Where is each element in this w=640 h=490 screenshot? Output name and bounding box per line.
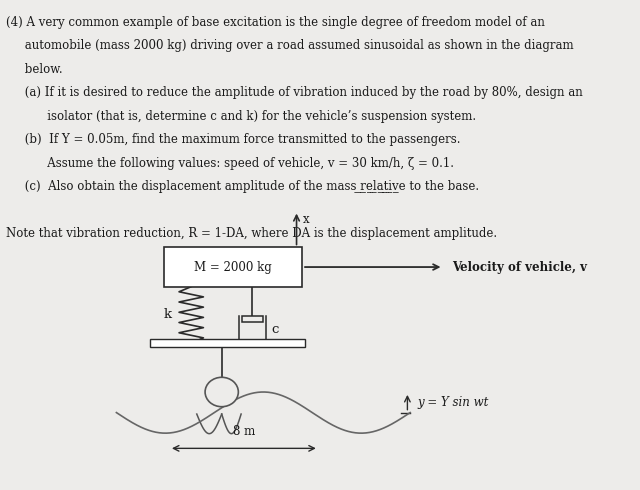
Text: k: k [164, 308, 172, 321]
Text: below.: below. [6, 63, 62, 76]
Text: (4) A very common example of base excitation is the single degree of freedom mod: (4) A very common example of base excita… [6, 16, 545, 29]
Text: y = Y sin wt: y = Y sin wt [417, 396, 489, 409]
Circle shape [205, 377, 238, 407]
Text: isolator (that is, determine c and k) for the vehicle’s suspension system.: isolator (that is, determine c and k) fo… [6, 110, 476, 123]
Text: c: c [271, 323, 278, 336]
Text: 8 m: 8 m [233, 424, 255, 438]
Bar [150, 339, 305, 347]
Text: (b)  If Y = 0.05m, find the maximum force transmitted to the passengers.: (b) If Y = 0.05m, find the maximum force… [6, 133, 460, 147]
Text: Note that vibration reduction, R = 1-DA, where DA is the displacement amplitude.: Note that vibration reduction, R = 1-DA,… [6, 227, 497, 241]
Text: Velocity of vehicle, v: Velocity of vehicle, v [452, 261, 587, 273]
Text: Assume the following values: speed of vehicle, v = 30 km/h, ζ = 0.1.: Assume the following values: speed of ve… [6, 157, 454, 170]
Text: (a) If it is desired to reduce the amplitude of vibration induced by the road by: (a) If it is desired to reduce the ampli… [6, 86, 582, 99]
Text: (c)  Also obtain the displacement amplitude of the mass ̲r̲e̲l̲a̲t̲i̲v̲e to the : (c) Also obtain the displacement amplitu… [6, 180, 479, 194]
Bar [163, 247, 302, 287]
Text: automobile (mass 2000 kg) driving over a road assumed sinusoidal as shown in the: automobile (mass 2000 kg) driving over a… [6, 39, 573, 52]
Text: M = 2000 kg: M = 2000 kg [194, 261, 271, 273]
Bar [242, 316, 263, 322]
Text: x: x [303, 213, 310, 226]
